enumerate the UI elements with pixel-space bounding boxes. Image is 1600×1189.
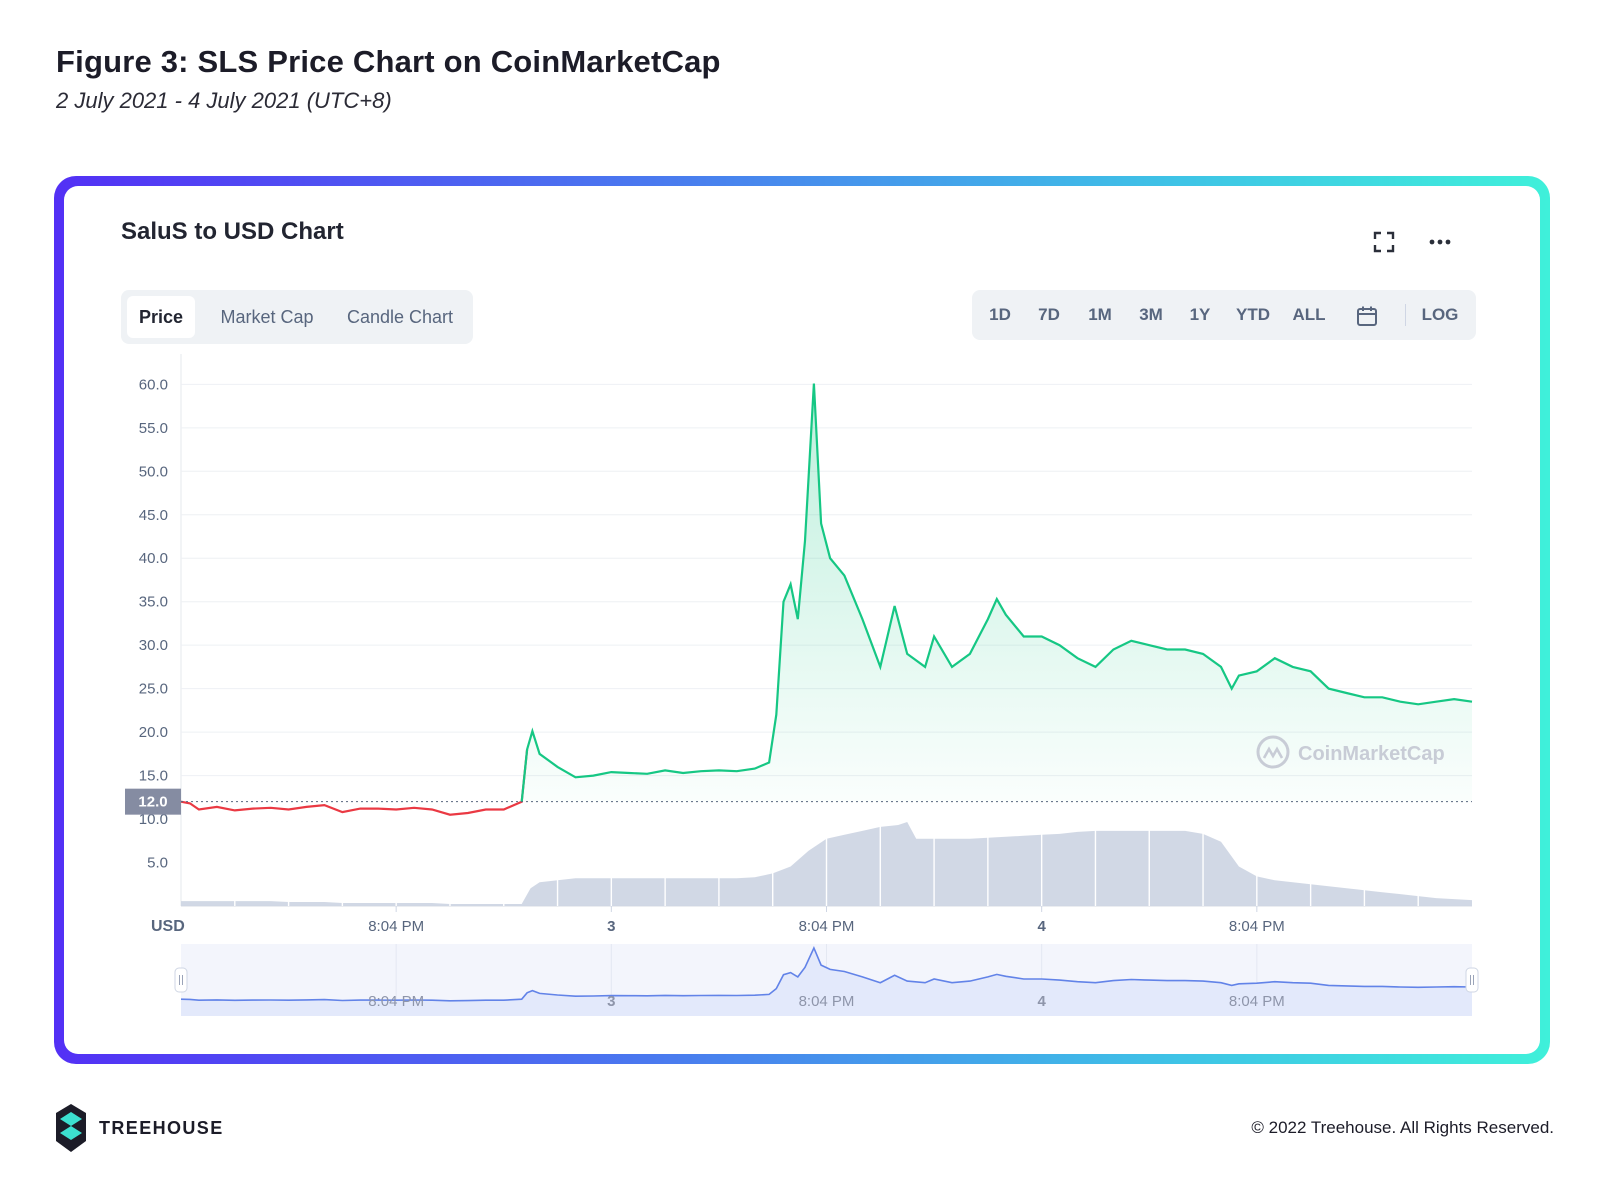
range-separator bbox=[1405, 304, 1406, 326]
figure-title: Figure 3: SLS Price Chart on CoinMarketC… bbox=[56, 44, 721, 79]
range-7d[interactable]: 7D bbox=[1038, 305, 1060, 324]
chart-type-tabs: Price Market Cap Candle Chart bbox=[121, 290, 473, 344]
figure-subtitle: 2 July 2021 - 4 July 2021 (UTC+8) bbox=[56, 88, 392, 113]
tab-market-cap[interactable]: Market Cap bbox=[220, 307, 314, 327]
log-scale-toggle[interactable]: LOG bbox=[1421, 305, 1459, 324]
range-all[interactable]: ALL bbox=[1292, 305, 1326, 324]
footer-brand: TREEHOUSE bbox=[99, 1118, 224, 1138]
footer-copyright: © 2022 Treehouse. All Rights Reserved. bbox=[1251, 1118, 1554, 1137]
calendar-icon[interactable] bbox=[1342, 290, 1392, 340]
range-1d[interactable]: 1D bbox=[989, 305, 1011, 324]
more-horizontal-icon[interactable] bbox=[1426, 228, 1454, 256]
tab-price[interactable]: Price bbox=[127, 296, 195, 338]
treehouse-logo bbox=[54, 1102, 88, 1159]
time-range-selector: 1D 7D 1M 3M 1Y YTD ALL LOG bbox=[972, 290, 1476, 340]
tab-candle-chart[interactable]: Candle Chart bbox=[346, 307, 454, 327]
range-ytd[interactable]: YTD bbox=[1236, 305, 1270, 324]
fullscreen-icon[interactable] bbox=[1370, 228, 1398, 256]
range-1y[interactable]: 1Y bbox=[1189, 305, 1211, 324]
range-1m[interactable]: 1M bbox=[1088, 305, 1112, 324]
chart-card-title: SaluS to USD Chart bbox=[121, 218, 344, 245]
range-3m[interactable]: 3M bbox=[1139, 305, 1163, 324]
